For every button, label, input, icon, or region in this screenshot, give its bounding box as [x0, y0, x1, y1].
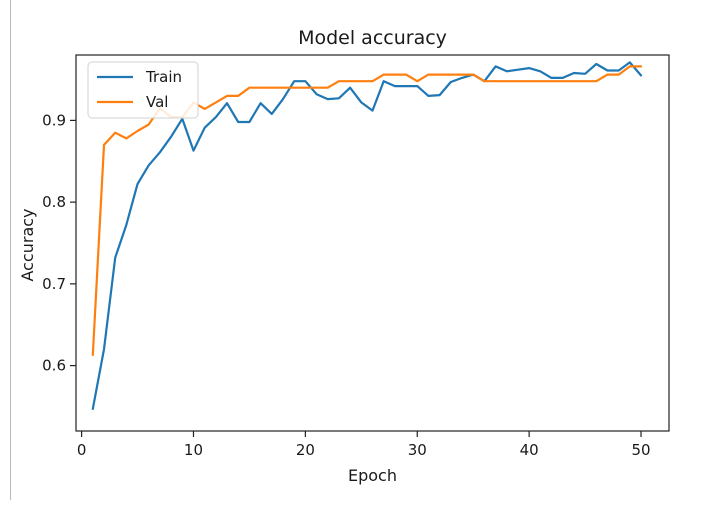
- y-tick-label: 0.9: [42, 111, 66, 129]
- y-axis-label: Accuracy: [18, 208, 37, 281]
- series-line-train: [91, 61, 643, 410]
- chart-title: Model accuracy: [298, 27, 447, 49]
- x-axis-label: Epoch: [348, 466, 397, 485]
- x-tick-label: 20: [296, 441, 315, 459]
- left-divider: [10, 0, 11, 500]
- y-tick-label: 0.8: [42, 193, 66, 211]
- legend-label-train: Train: [145, 68, 182, 86]
- x-tick-label: 30: [408, 441, 427, 459]
- x-tick-label: 10: [184, 441, 203, 459]
- y-tick-label: 0.7: [42, 275, 66, 293]
- legend: Train Val: [87, 61, 199, 119]
- plot-area: 0 10 20 30 40 50 0.6 0.7 0.8 0.9 Train Val: [42, 54, 670, 459]
- x-tick-label: 50: [631, 441, 650, 459]
- x-tick-label: 40: [520, 441, 539, 459]
- x-tick-label: 0: [77, 441, 87, 459]
- plot-frame: [75, 54, 670, 432]
- legend-label-val: Val: [146, 93, 168, 111]
- y-tick-label: 0.6: [42, 357, 66, 375]
